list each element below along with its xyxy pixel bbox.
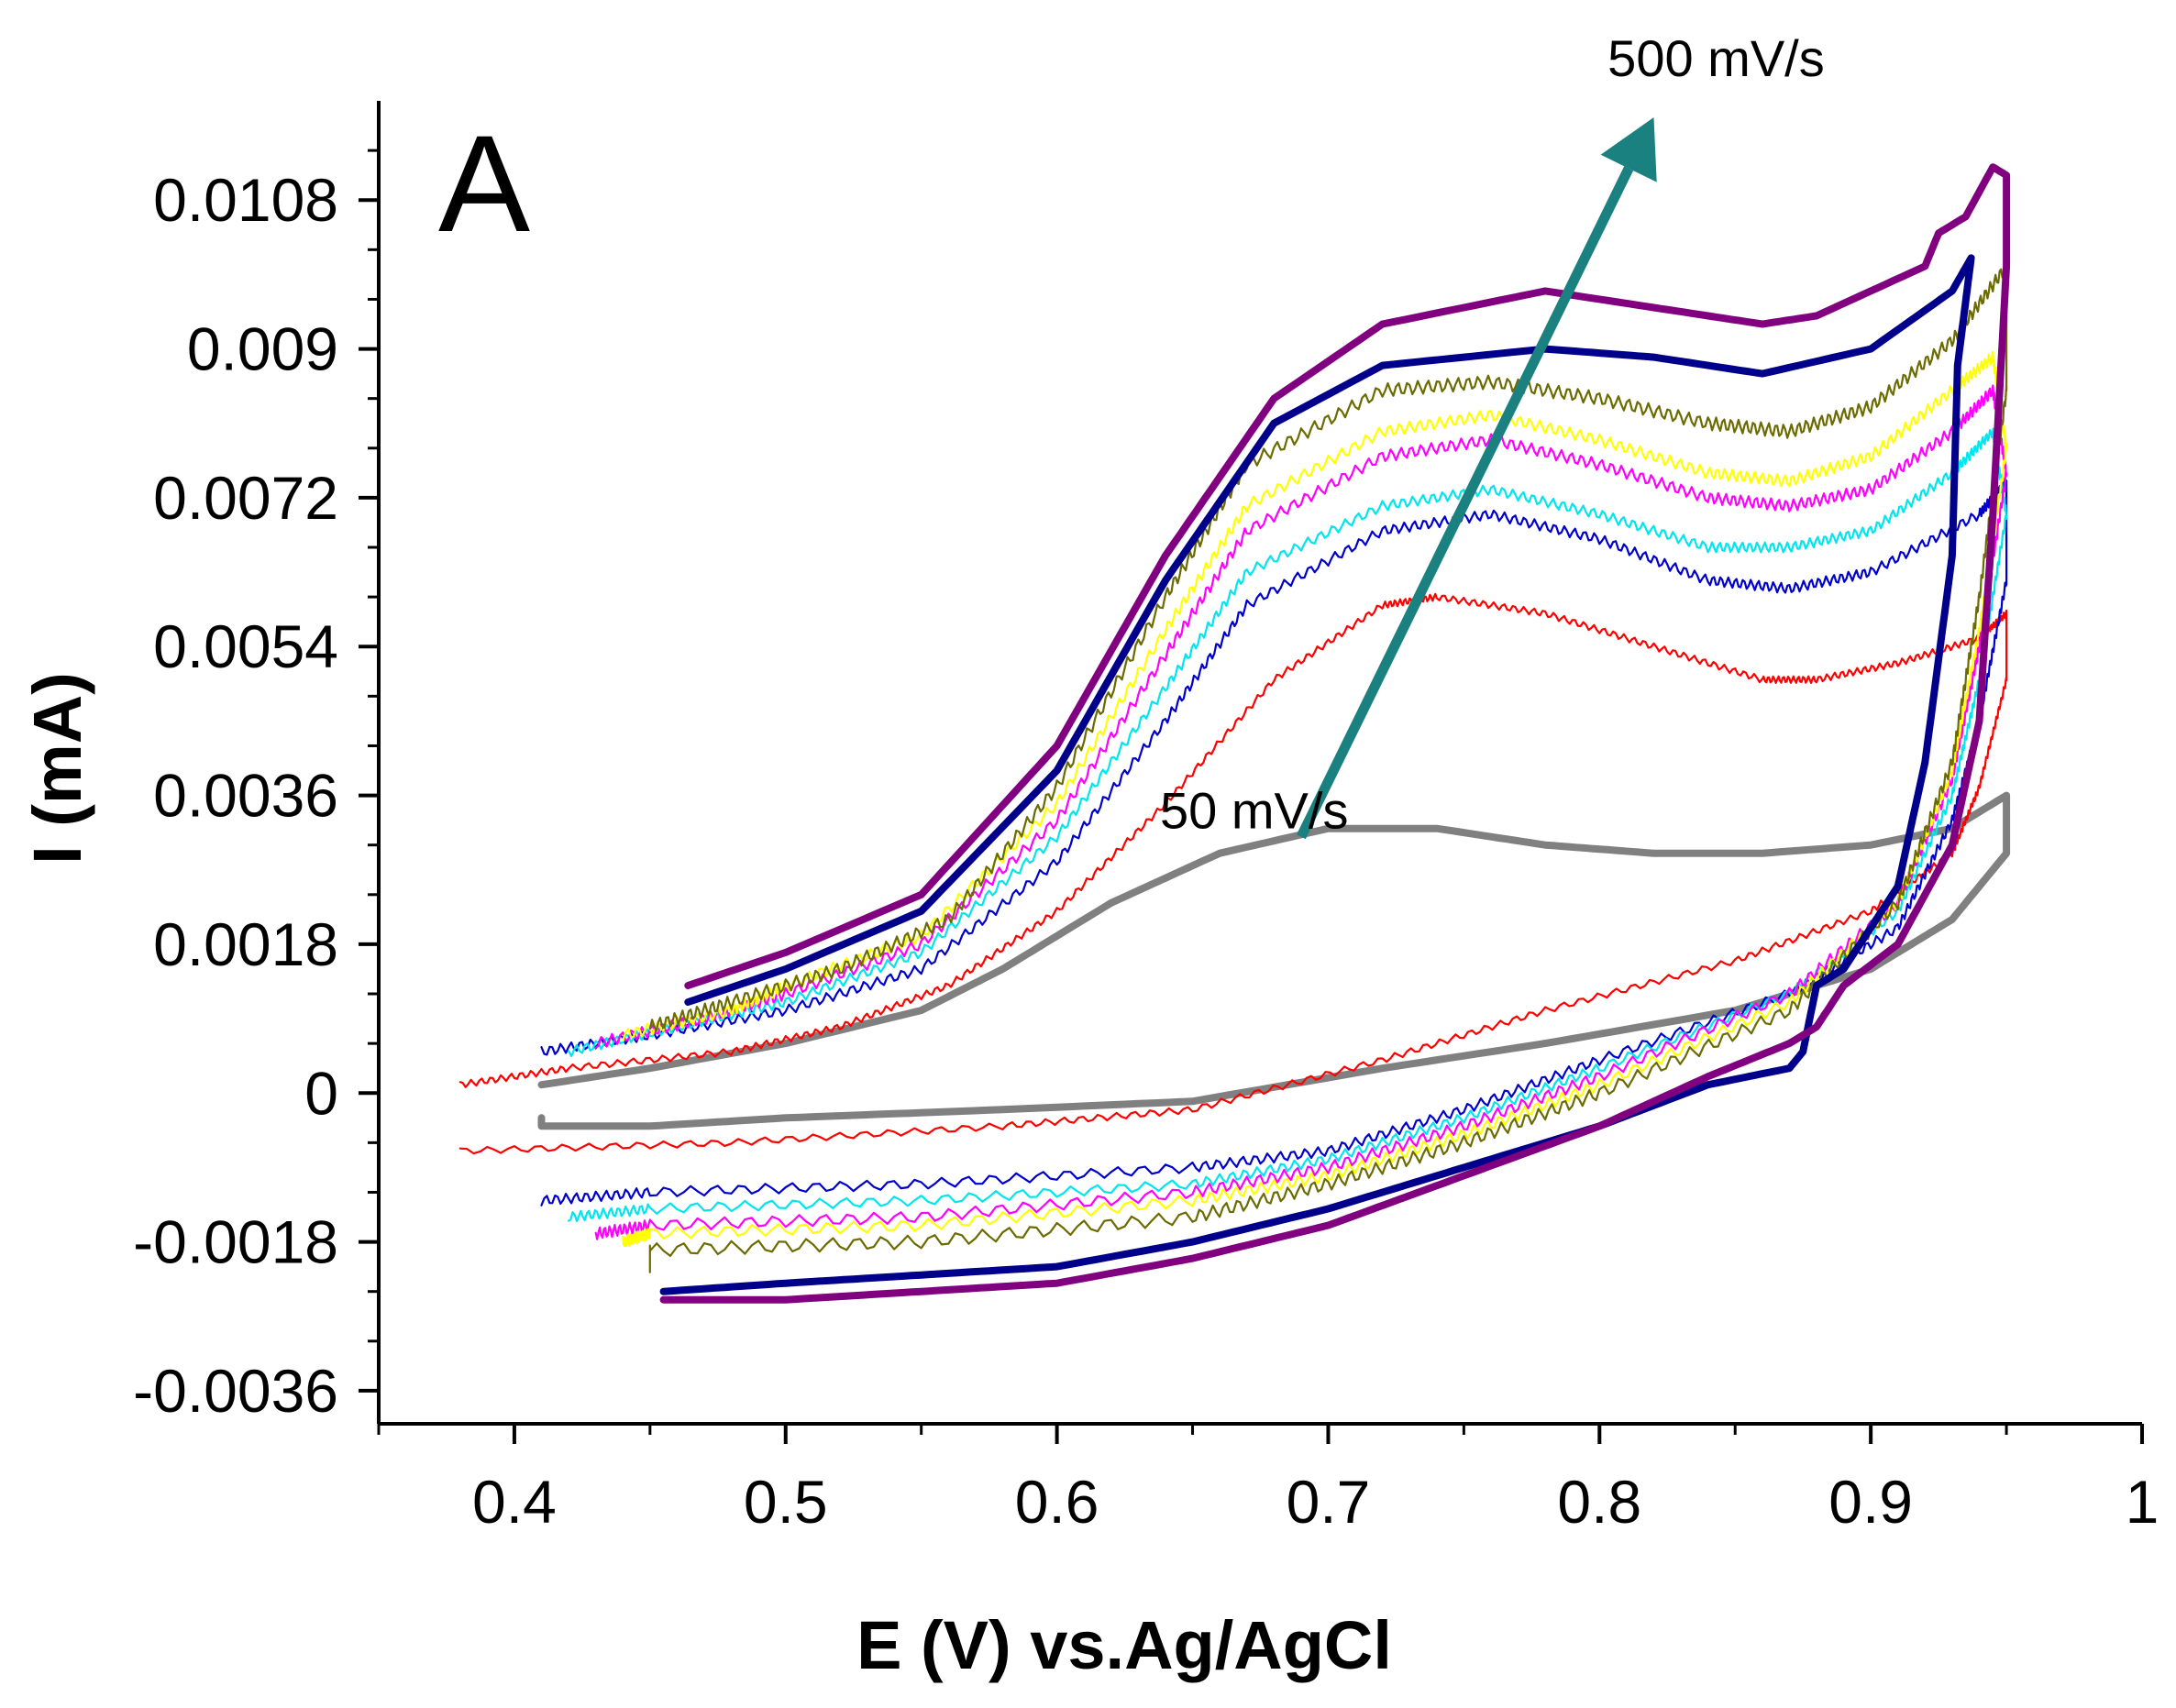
y-tick-label: 0.0054 <box>153 612 338 680</box>
series-curves <box>458 163 2011 1304</box>
cv-curve-400-mv-s <box>659 254 1975 1295</box>
y-tick-label: -0.0018 <box>133 1208 338 1276</box>
x-tick-label: 0.5 <box>744 1468 828 1536</box>
cv-curve-250-mv-s <box>594 384 2008 1240</box>
y-tick-label: 0.009 <box>187 315 338 383</box>
x-tick-label: 0.8 <box>1557 1468 1641 1536</box>
scan-rate-arrow-head <box>1600 117 1657 182</box>
cv-curve-350-mv-s <box>648 260 2008 1273</box>
x-tick-label: 0.7 <box>1287 1468 1371 1536</box>
x-tick-label: 0.4 <box>472 1468 557 1536</box>
x-tick-label: 1 <box>2126 1468 2159 1536</box>
cv-curve-500-mv-s <box>659 163 2011 1304</box>
x-tick-label: 0.6 <box>1015 1468 1099 1536</box>
y-axis-title: I (mA) <box>19 672 95 865</box>
y-tick-label: 0 <box>304 1059 338 1127</box>
cv-curve-100-mv-s <box>458 592 2008 1155</box>
y-ticks: -0.0036 -0.0018 0 0.0018 0.0036 0.0054 0.0072 0… <box>133 149 379 1425</box>
scan-rate-arrow-layer <box>1296 117 1657 840</box>
x-axis-title: E (V) vs.Ag/AgCl <box>856 1607 1392 1683</box>
cv-curve-300-mv-s <box>622 350 2008 1248</box>
y-tick-label: 0.0108 <box>153 166 338 234</box>
panel-label: A <box>438 106 530 260</box>
y-tick-label: 0.0072 <box>153 464 338 532</box>
y-tick-label: 0.0018 <box>153 910 338 978</box>
x-ticks: 0.4 0.5 0.6 0.7 0.8 0.9 1 <box>377 1424 2159 1536</box>
cv-curve-150-mv-s <box>540 477 2008 1207</box>
scan-rate-arrow <box>1296 166 1634 840</box>
y-tick-label: 0.0036 <box>153 762 338 830</box>
y-tick-label: -0.0036 <box>133 1357 338 1425</box>
start-scan-rate-label: 50 mV/s <box>1160 782 1348 840</box>
x-tick-label: 0.9 <box>1828 1468 1913 1536</box>
axes: 0.4 0.5 0.6 0.7 0.8 0.9 1 -0.0036 -0.0018 0 0.001… <box>133 101 2159 1536</box>
end-scan-rate-label: 500 mV/s <box>1607 29 1825 87</box>
